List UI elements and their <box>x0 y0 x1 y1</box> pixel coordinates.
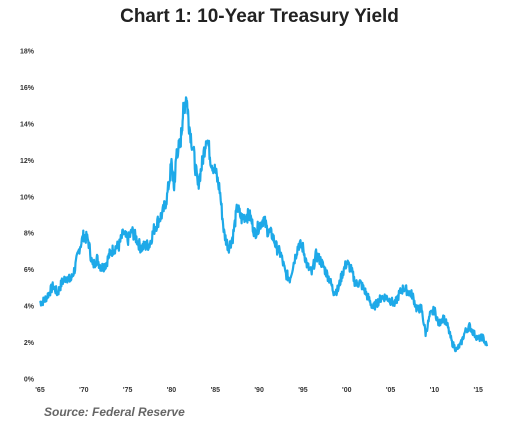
series-layer <box>39 96 489 353</box>
source-note: Source: Federal Reserve <box>44 405 185 419</box>
y-tick-label: 4% <box>24 304 35 311</box>
y-tick-label: 2% <box>24 340 35 347</box>
y-tick-label: 14% <box>20 121 35 128</box>
y-tick-label: 16% <box>20 85 35 92</box>
x-tick-label: '10 <box>430 387 440 394</box>
y-tick-label: 18% <box>20 49 35 56</box>
y-axis: 0% 2% 4% 6% 8% 10% 12% 14% 16% 18% <box>20 49 35 384</box>
x-axis: '65 '70 '75 '80 '85 '90 '95 '00 '05 '10 '15 <box>35 387 483 394</box>
x-tick-label: '75 <box>123 387 133 394</box>
x-tick-label: '05 <box>386 387 396 394</box>
x-tick-label: '00 <box>342 387 352 394</box>
y-tick-label: 12% <box>20 158 35 165</box>
x-tick-label: '90 <box>254 387 264 394</box>
y-tick-label: 8% <box>24 231 35 238</box>
x-tick-label: '70 <box>79 387 89 394</box>
x-tick-label: '95 <box>298 387 308 394</box>
chart-title: Chart 1: 10-Year Treasury Yield <box>120 6 399 27</box>
series-line <box>39 96 489 353</box>
y-tick-label: 6% <box>24 267 35 274</box>
x-tick-label: '85 <box>211 387 221 394</box>
y-tick-label: 0% <box>24 377 35 384</box>
x-tick-label: '65 <box>35 387 45 394</box>
y-tick-label: 10% <box>20 194 35 201</box>
x-tick-label: '15 <box>474 387 484 394</box>
x-tick-label: '80 <box>167 387 177 394</box>
